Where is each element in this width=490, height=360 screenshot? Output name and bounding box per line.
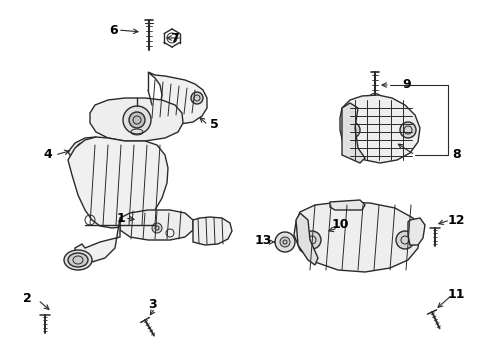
Text: 9: 9: [402, 78, 411, 91]
Polygon shape: [330, 200, 365, 210]
Circle shape: [303, 231, 321, 249]
Polygon shape: [120, 210, 193, 240]
Polygon shape: [342, 103, 365, 163]
Circle shape: [123, 106, 151, 134]
Polygon shape: [408, 218, 425, 245]
Text: 7: 7: [170, 31, 179, 45]
Ellipse shape: [64, 250, 92, 270]
Circle shape: [344, 122, 360, 138]
Ellipse shape: [68, 253, 88, 267]
Polygon shape: [148, 72, 207, 124]
Ellipse shape: [370, 94, 380, 99]
Text: 8: 8: [452, 148, 461, 162]
Polygon shape: [193, 217, 232, 245]
Polygon shape: [296, 213, 318, 265]
Circle shape: [280, 237, 290, 247]
Text: 6: 6: [109, 23, 118, 36]
Circle shape: [76, 143, 90, 157]
Text: 13: 13: [255, 234, 272, 247]
Text: 12: 12: [448, 213, 466, 226]
Circle shape: [152, 223, 162, 233]
Polygon shape: [294, 202, 420, 272]
Circle shape: [191, 92, 203, 104]
Polygon shape: [90, 98, 183, 141]
Text: 4: 4: [43, 148, 52, 162]
Circle shape: [158, 112, 166, 120]
Text: 2: 2: [23, 292, 32, 305]
Circle shape: [275, 232, 295, 252]
Polygon shape: [68, 137, 168, 228]
Circle shape: [400, 122, 416, 138]
Text: 3: 3: [148, 298, 157, 311]
Text: 1: 1: [116, 211, 125, 225]
Circle shape: [396, 231, 414, 249]
Circle shape: [153, 100, 163, 110]
Circle shape: [129, 112, 145, 128]
Text: 10: 10: [331, 219, 349, 231]
Polygon shape: [68, 137, 100, 160]
Text: 11: 11: [448, 288, 466, 302]
Text: 5: 5: [210, 118, 219, 131]
Polygon shape: [75, 218, 120, 262]
Polygon shape: [340, 95, 420, 163]
